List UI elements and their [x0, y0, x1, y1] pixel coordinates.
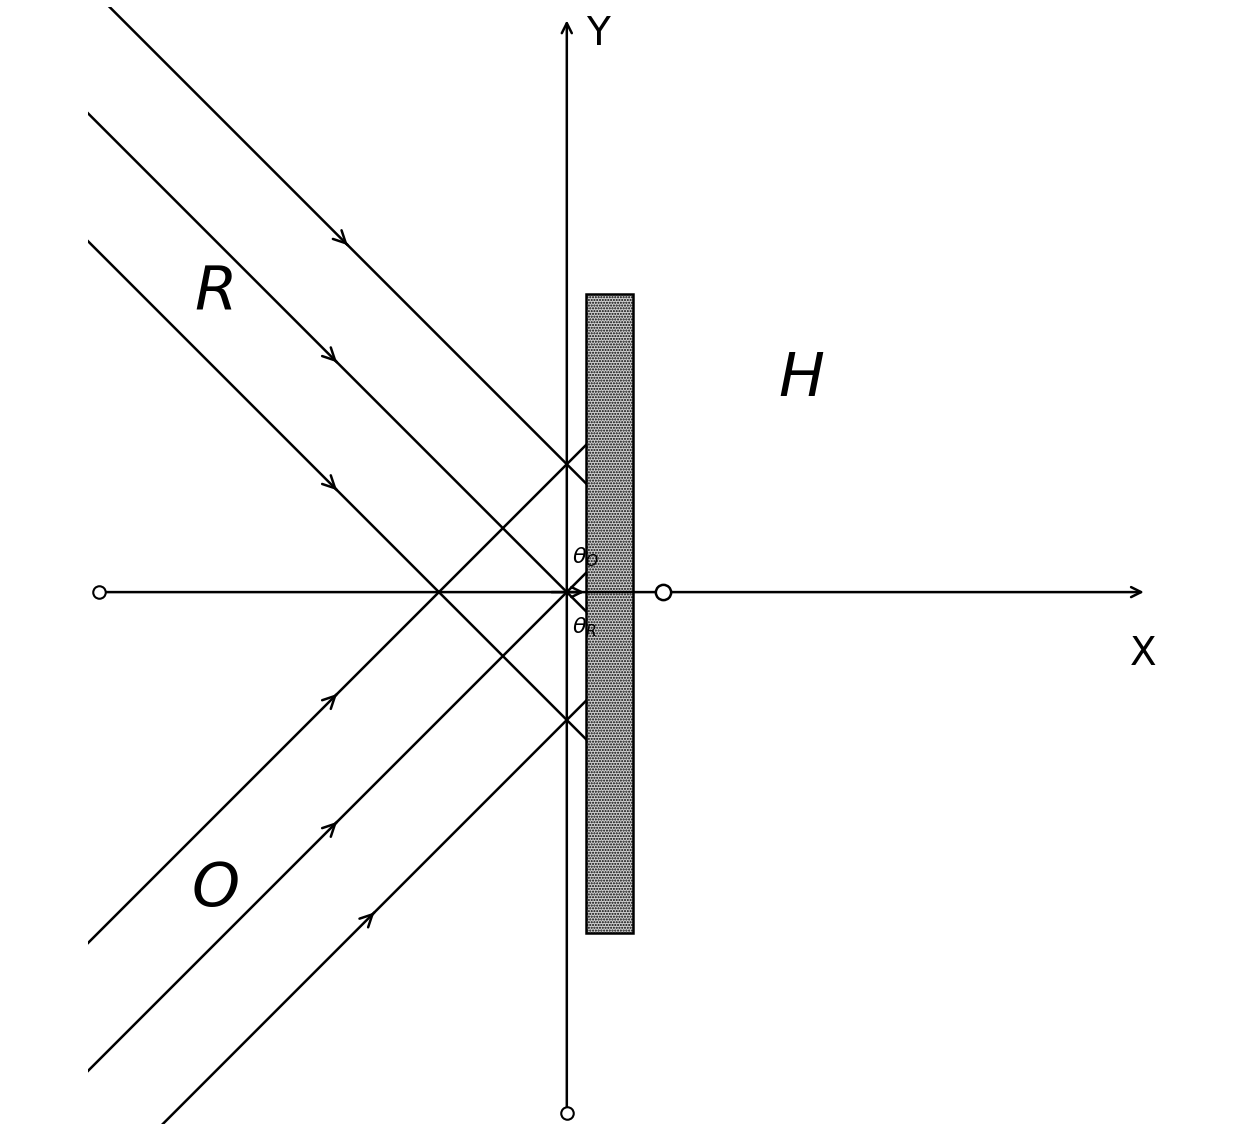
Text: H: H [777, 349, 823, 408]
Text: X: X [1130, 634, 1157, 673]
Text: $\theta_O$: $\theta_O$ [572, 545, 599, 569]
Text: $\theta_R$: $\theta_R$ [572, 615, 596, 639]
Text: O: O [192, 861, 239, 920]
Bar [587, 294, 632, 933]
Text: Y: Y [587, 16, 610, 53]
Text: R: R [195, 265, 237, 323]
